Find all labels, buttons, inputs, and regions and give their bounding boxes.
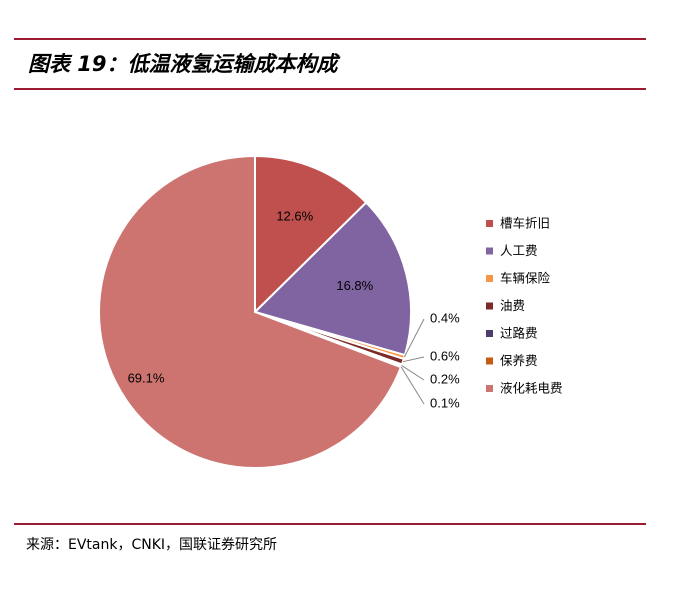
callout-label-5: 0.1% (430, 395, 460, 410)
pie-callouts (400, 318, 425, 405)
pie-slice-1 (253, 201, 412, 357)
callout-label-4: 0.2% (430, 371, 460, 386)
legend-swatch-1 (486, 247, 493, 255)
legend-label-2: 车辆保险 (500, 271, 551, 286)
callout-label-2: 0.4% (430, 310, 460, 325)
legend-swatch-4 (486, 330, 493, 337)
legend-swatch-3 (486, 302, 493, 310)
source-rule (14, 523, 646, 525)
legend-label-1: 人工费 (500, 243, 538, 258)
pie-slices (98, 154, 412, 469)
callout-label-3: 0.6% (430, 348, 460, 363)
legend-swatch-6 (486, 385, 493, 392)
legend-label-5: 保养费 (500, 353, 538, 368)
legend-label-3: 油费 (500, 298, 525, 313)
pie-chart: 12.6% 16.8% 0.4% 0.6% 0.2% 0.1% 69.1% 槽车折旧人工费车… (98, 154, 563, 469)
slice-label-1: 16.8% (336, 278, 373, 293)
source-note: 来源：EVtank，CNKI，国联证券研究所 (26, 537, 278, 553)
legend-label-4: 过路费 (500, 326, 538, 341)
pie-slice-0 (254, 154, 368, 315)
pie-labels: 12.6% 16.8% 0.4% 0.6% 0.2% 0.1% 69.1% (128, 208, 461, 410)
legend-swatch-0 (486, 220, 493, 227)
title-rule-bottom (14, 88, 646, 90)
legend-label-0: 槽车折旧 (500, 216, 550, 231)
callout-line-3 (402, 356, 425, 363)
legend-swatch-5 (486, 357, 493, 365)
pie-slice-6 (98, 154, 403, 469)
callout-line-2 (403, 318, 425, 358)
title-rule-top (14, 38, 646, 40)
figure-title: 图表 19：低温液氢运输成本构成 (28, 52, 338, 76)
legend-label-6: 液化耗电费 (500, 381, 563, 396)
slice-label-6: 69.1% (128, 370, 165, 385)
callout-line-4 (401, 364, 425, 381)
slice-label-0: 12.6% (276, 208, 313, 223)
legend-swatch-2 (486, 275, 493, 282)
callout-line-5 (400, 366, 425, 405)
